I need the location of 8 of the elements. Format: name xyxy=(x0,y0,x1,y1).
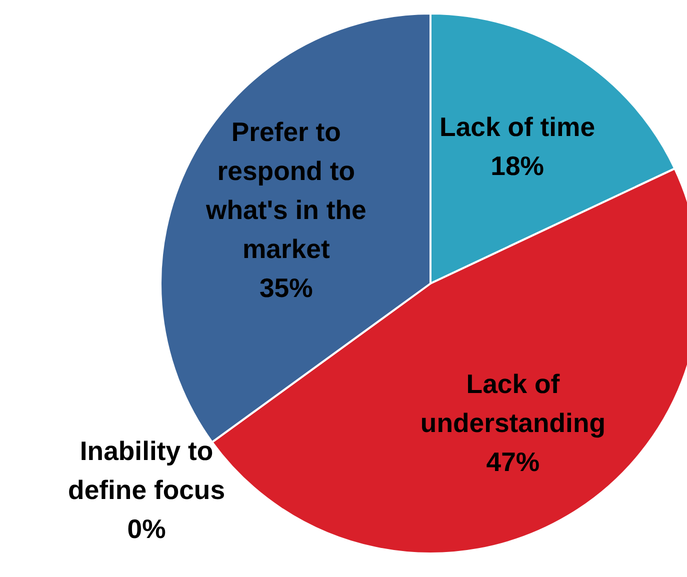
category-label: Inability to define focus xyxy=(68,436,226,505)
text: 0% xyxy=(127,514,166,544)
slice-label: Lack of time xyxy=(440,112,596,142)
slice-label: Prefer to respond to what's in the market xyxy=(204,116,366,264)
slice-label: Lack of understanding xyxy=(420,368,606,438)
data-label: 18% xyxy=(490,151,544,182)
data-label: 47% xyxy=(486,446,540,477)
data-label: 35% xyxy=(259,272,313,303)
